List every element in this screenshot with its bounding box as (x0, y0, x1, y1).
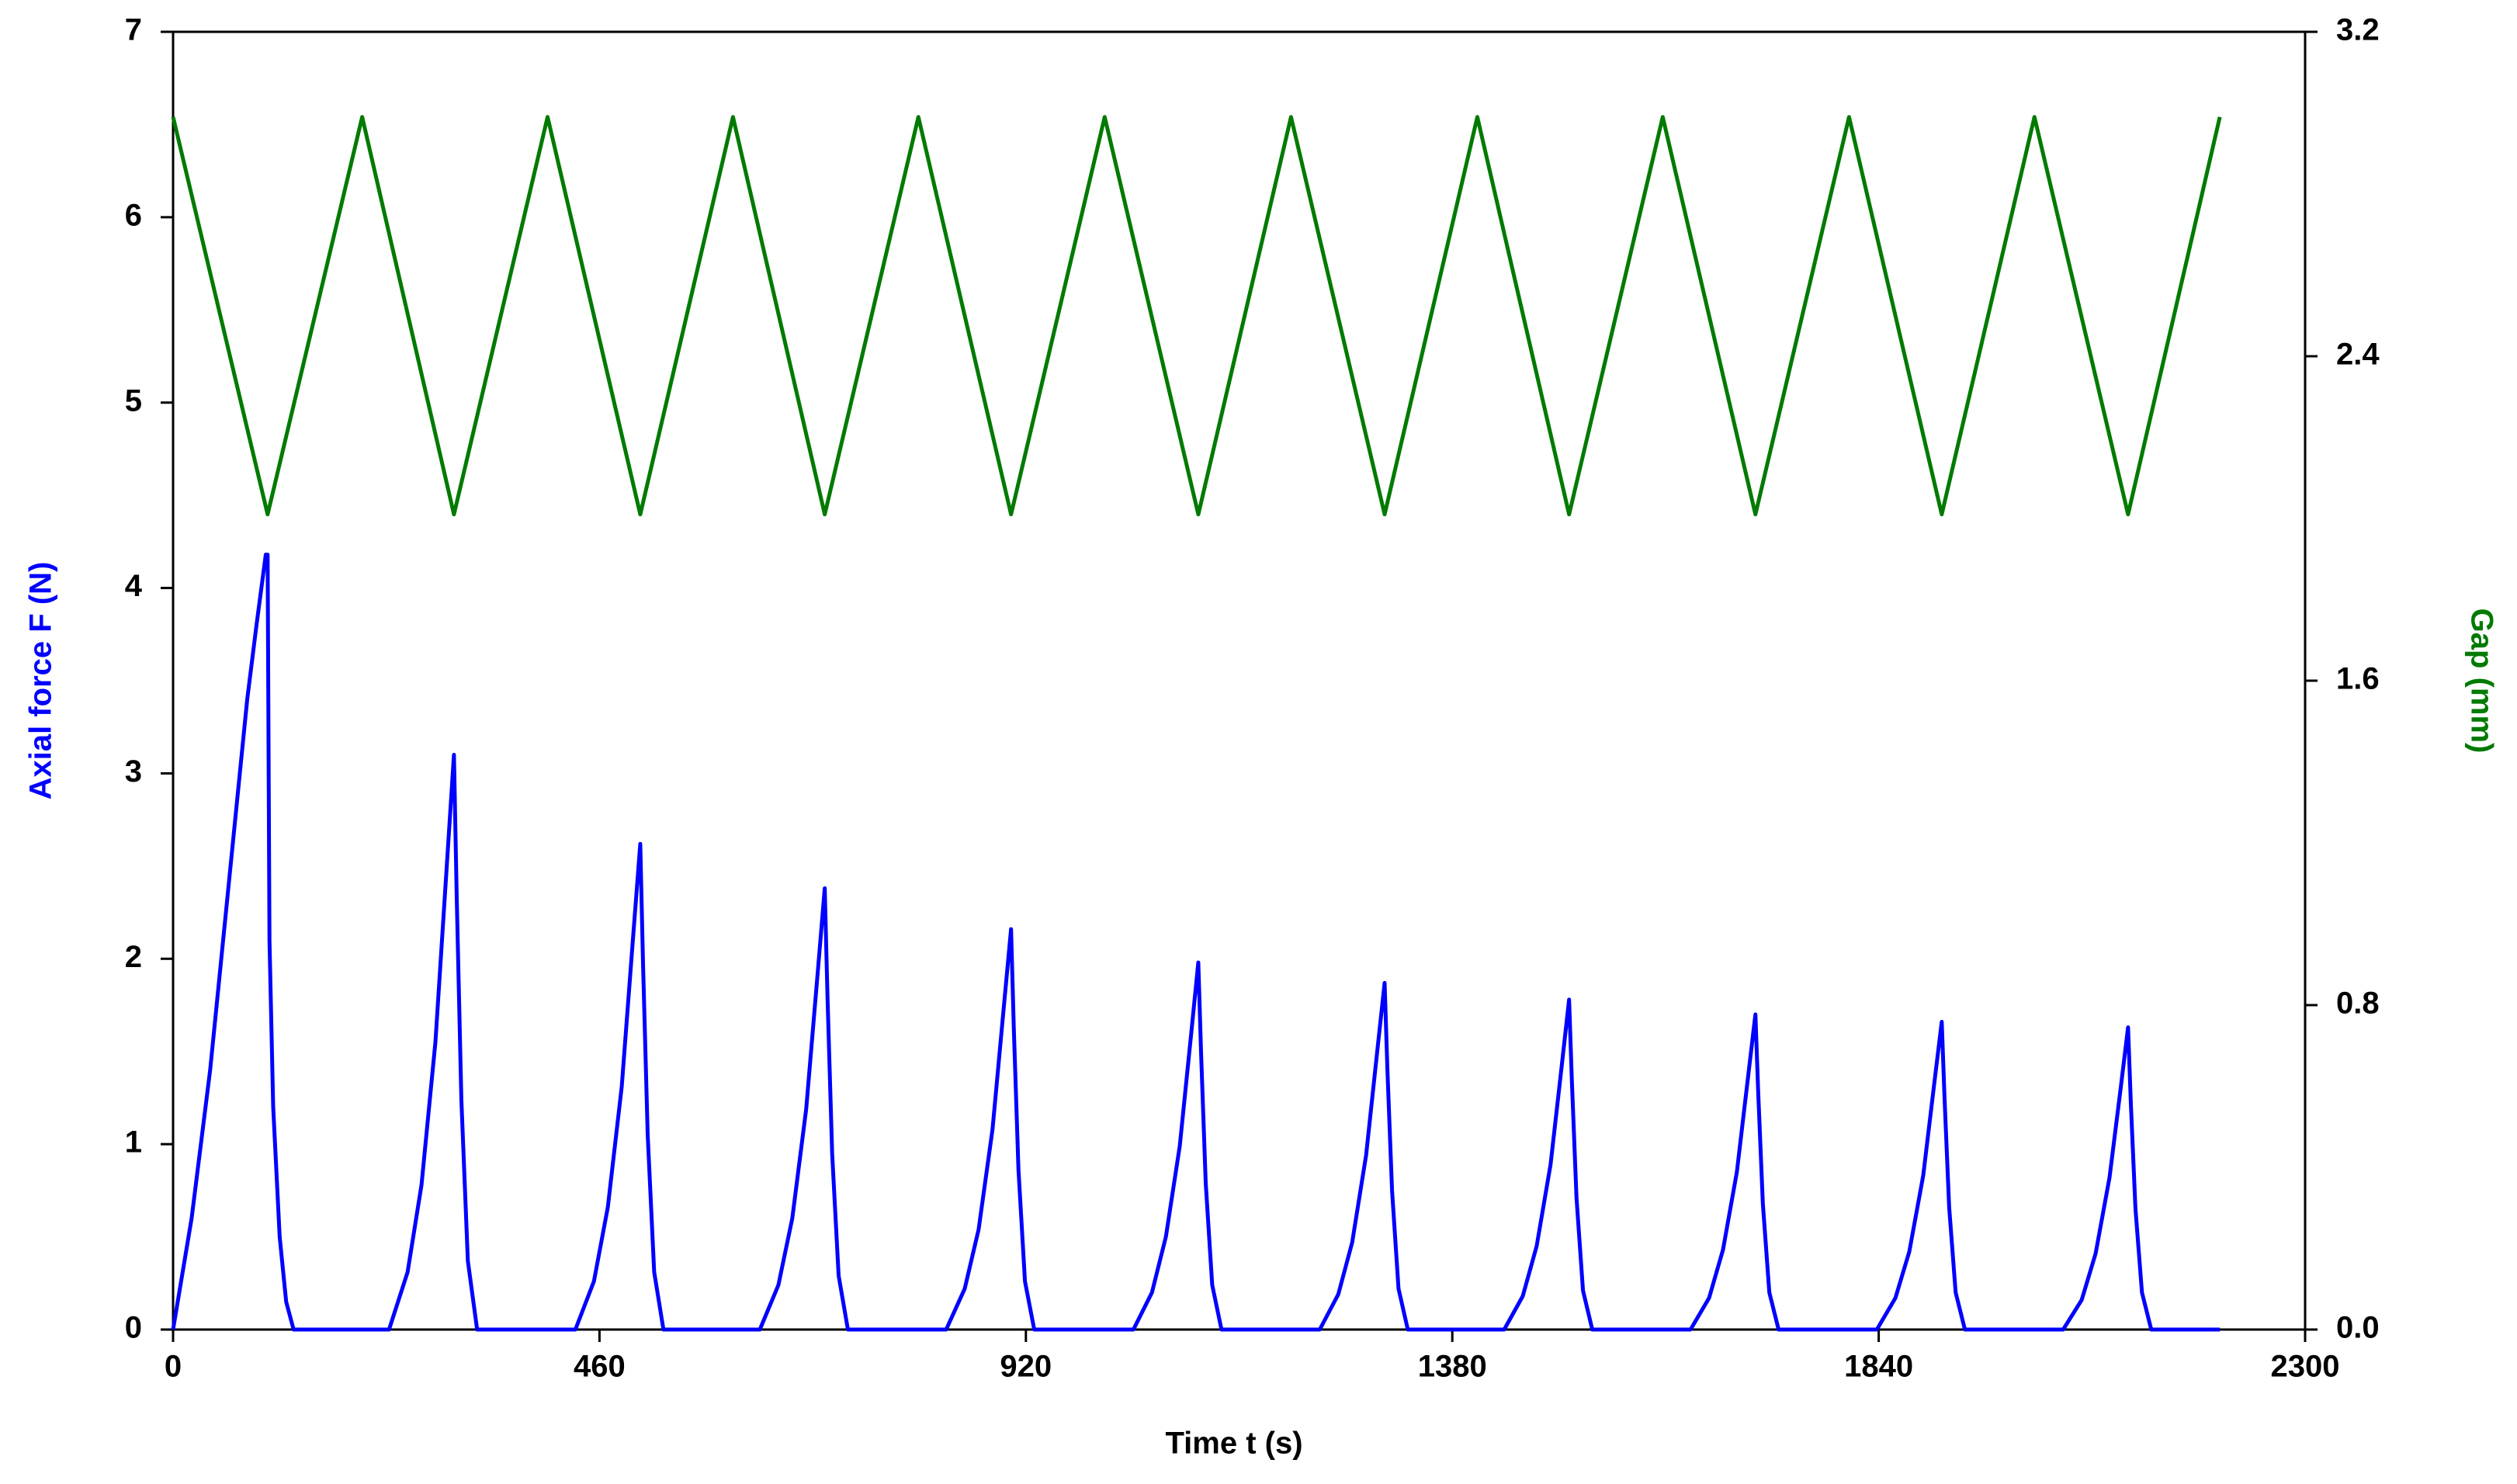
y-tick-label: 5 (125, 383, 142, 418)
y-tick-label: 1 (125, 1125, 142, 1160)
y2-tick-label: 0.8 (2336, 986, 2380, 1021)
y-tick-label: 6 (125, 198, 142, 232)
y-tick-label: 4 (125, 569, 143, 603)
x-tick-label: 0 (165, 1350, 182, 1384)
y-axis-title: Axial force F (N) (24, 562, 58, 800)
y-tick-label: 2 (125, 940, 142, 974)
x-tick-label: 460 (574, 1350, 626, 1384)
plot-frame (172, 30, 2307, 1331)
x-axis-title: Time t (s) (1165, 1427, 1302, 1461)
x-tick-label: 1840 (1844, 1350, 1913, 1384)
series-line (171, 553, 2221, 1332)
y-tick-label: 7 (125, 13, 142, 47)
y2-tick-label: 3.2 (2336, 13, 2380, 47)
x-tick-label: 1380 (1418, 1350, 1487, 1384)
series-line (171, 115, 2222, 517)
y2-tick-label: 0.0 (2336, 1311, 2380, 1345)
y-tick-label: 3 (125, 754, 142, 789)
y2-tick-label: 1.6 (2336, 662, 2380, 696)
y2-axis-title: Gap (mm) (2464, 609, 2498, 754)
x-tick-label: 920 (1000, 1350, 1052, 1384)
y-tick-label: 0 (125, 1311, 142, 1345)
y2-tick-label: 2.4 (2336, 338, 2380, 372)
x-tick-label: 2300 (2271, 1350, 2340, 1384)
